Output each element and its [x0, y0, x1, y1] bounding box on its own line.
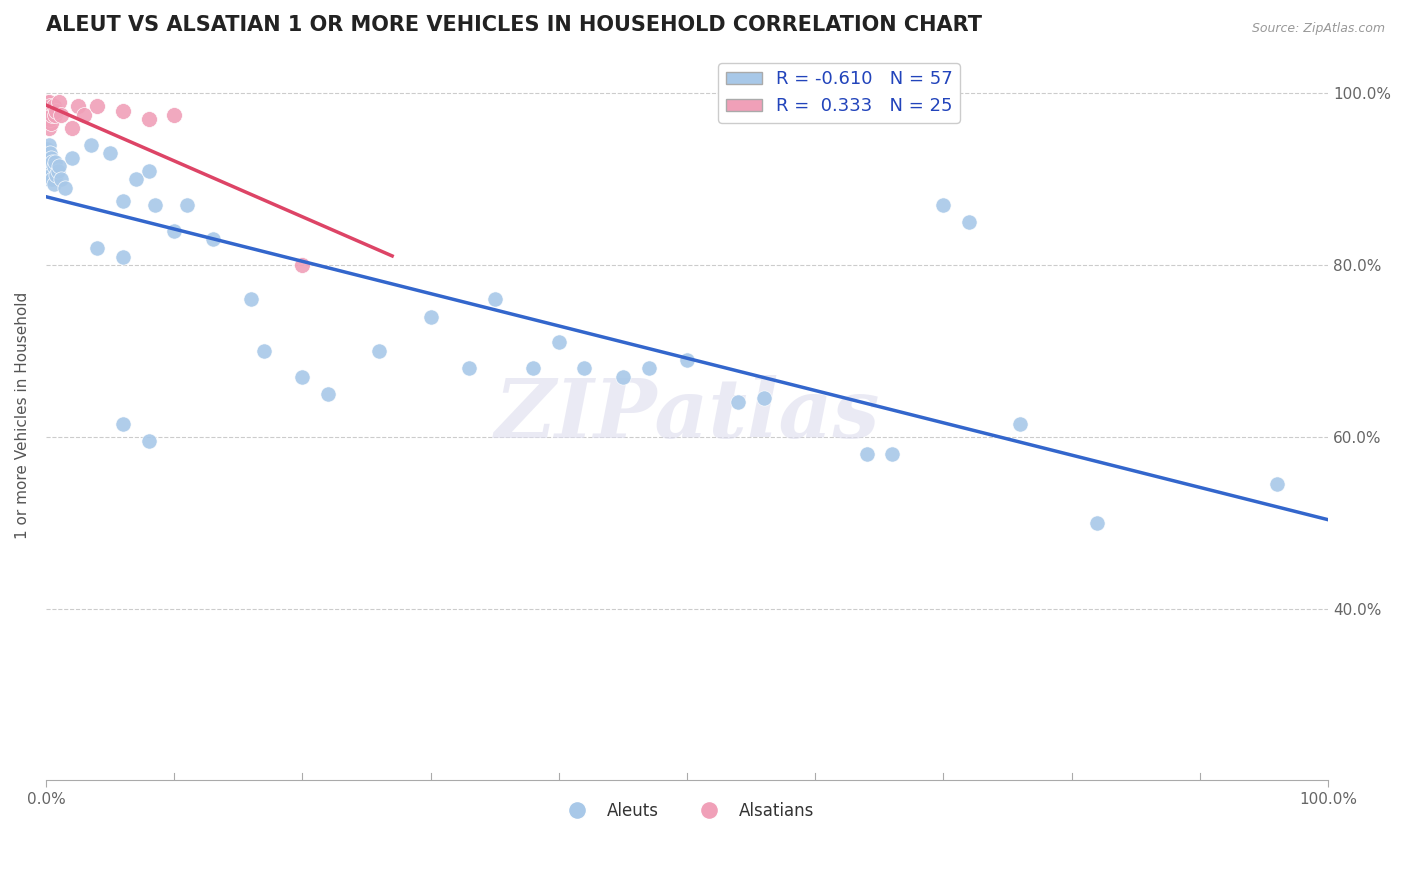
Point — [38, 99, 60, 113]
Point — [80, 137, 103, 152]
Point — [38, 108, 60, 122]
Point — [45, 168, 67, 182]
Point — [882, 447, 904, 461]
Point — [86, 241, 108, 255]
Point — [38, 120, 60, 135]
Point — [727, 395, 749, 409]
Point — [1265, 477, 1288, 491]
Point — [53, 181, 76, 195]
Point — [41, 155, 63, 169]
Point — [143, 198, 166, 212]
Point — [35, 146, 58, 161]
Point — [637, 361, 659, 376]
Point — [66, 99, 89, 113]
Point — [458, 361, 481, 376]
Point — [35, 95, 58, 109]
Point — [37, 112, 59, 127]
Point — [37, 99, 59, 113]
Point — [38, 112, 60, 127]
Point — [932, 198, 955, 212]
Point — [855, 447, 877, 461]
Point — [484, 293, 506, 307]
Point — [574, 361, 596, 376]
Point — [37, 142, 59, 156]
Point — [51, 108, 73, 122]
Point — [46, 163, 69, 178]
Point — [98, 146, 121, 161]
Point — [676, 352, 699, 367]
Point — [35, 108, 58, 122]
Point — [291, 258, 314, 272]
Point — [51, 172, 73, 186]
Point — [48, 160, 70, 174]
Point — [38, 137, 60, 152]
Point — [38, 146, 60, 161]
Point — [1010, 417, 1032, 431]
Point — [111, 417, 134, 431]
Point — [752, 391, 775, 405]
Point — [73, 108, 96, 122]
Point — [39, 116, 62, 130]
Legend: Aleuts, Alsatians: Aleuts, Alsatians — [554, 796, 821, 827]
Point — [612, 369, 634, 384]
Point — [41, 172, 63, 186]
Point — [368, 343, 391, 358]
Point — [1085, 516, 1108, 530]
Point — [138, 163, 160, 178]
Point — [138, 434, 160, 449]
Point — [60, 120, 83, 135]
Point — [38, 95, 60, 109]
Point — [42, 99, 65, 113]
Point — [201, 232, 224, 246]
Point — [39, 168, 62, 182]
Point — [44, 108, 66, 122]
Point — [111, 250, 134, 264]
Point — [176, 198, 198, 212]
Point — [547, 335, 569, 350]
Point — [163, 224, 186, 238]
Point — [42, 160, 65, 174]
Point — [111, 103, 134, 118]
Point — [38, 172, 60, 186]
Point — [45, 103, 67, 118]
Point — [38, 163, 60, 178]
Point — [39, 103, 62, 118]
Point — [316, 387, 339, 401]
Point — [419, 310, 441, 324]
Point — [163, 108, 186, 122]
Point — [60, 151, 83, 165]
Point — [48, 95, 70, 109]
Point — [111, 194, 134, 208]
Point — [44, 155, 66, 169]
Point — [291, 369, 314, 384]
Point — [522, 361, 544, 376]
Point — [86, 99, 108, 113]
Text: Source: ZipAtlas.com: Source: ZipAtlas.com — [1251, 22, 1385, 36]
Point — [37, 160, 59, 174]
Point — [125, 172, 148, 186]
Point — [42, 177, 65, 191]
Point — [957, 215, 980, 229]
Point — [38, 155, 60, 169]
Point — [41, 108, 63, 122]
Text: ALEUT VS ALSATIAN 1 OR MORE VEHICLES IN HOUSEHOLD CORRELATION CHART: ALEUT VS ALSATIAN 1 OR MORE VEHICLES IN … — [46, 15, 981, 35]
Point — [138, 112, 160, 127]
Point — [240, 293, 263, 307]
Text: ZIPatlas: ZIPatlas — [495, 376, 880, 456]
Point — [253, 343, 276, 358]
Point — [39, 151, 62, 165]
Y-axis label: 1 or more Vehicles in Household: 1 or more Vehicles in Household — [15, 292, 30, 539]
